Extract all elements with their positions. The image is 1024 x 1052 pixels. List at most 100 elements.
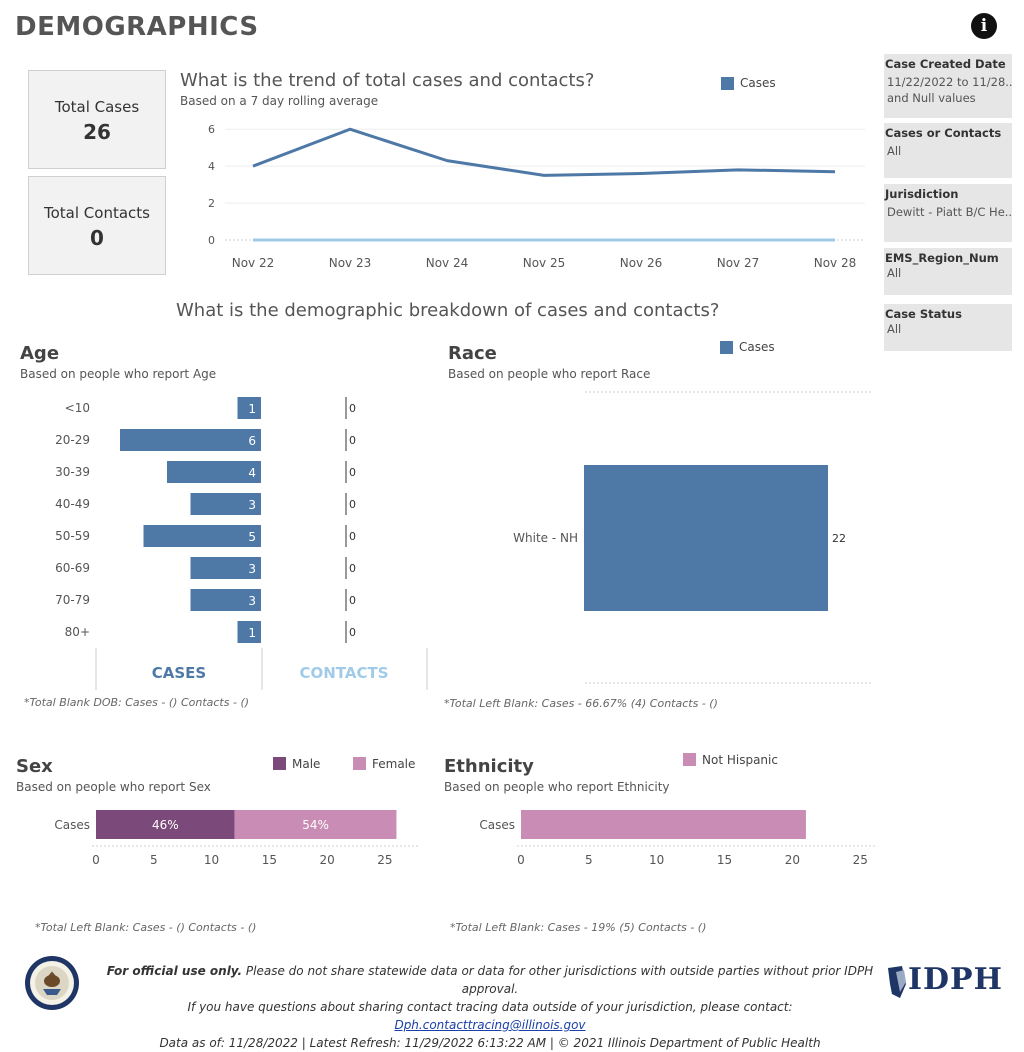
race-note: *Total Left Blank: Cases - 66.67% (4) Co… [444, 697, 718, 710]
filter-value: 11/22/2022 to 11/28... [887, 75, 1012, 89]
sex-chart: 46% 54% Cases 0 5 10 15 20 25 [54, 810, 418, 867]
total-contacts-value: 0 [90, 226, 104, 250]
race-legend-label: Cases [739, 340, 775, 354]
ethnicity-note: *Total Left Blank: Cases - 19% (5) Conta… [450, 921, 707, 934]
x-tick-label: Nov 23 [329, 256, 372, 270]
age-category-label: <10 [65, 401, 90, 415]
sex-legend-male-label: Male [292, 757, 321, 771]
footer-line2: If you have questions about sharing cont… [187, 1000, 793, 1014]
info-icon[interactable]: i [971, 13, 997, 39]
race-title: Race [448, 343, 497, 364]
age-contacts-value: 0 [349, 594, 356, 607]
ethnicity-legend-label: Not Hispanic [702, 753, 778, 767]
age-cases-bar [120, 429, 261, 451]
y-tick-label: 0 [208, 234, 215, 247]
age-cases-bar [190, 493, 261, 515]
trend-subtitle: Based on a 7 day rolling average [180, 94, 379, 108]
sex-note: *Total Left Blank: Cases - () Contacts -… [35, 921, 257, 934]
contact-email-link[interactable]: Dph.contacttracing@illinois.gov [394, 1018, 586, 1032]
filter-title: EMS_Region_Num [885, 251, 999, 265]
page-title: DEMOGRAPHICS [15, 12, 259, 42]
race-bar [584, 465, 828, 611]
age-contacts-value: 0 [349, 498, 356, 511]
sex-x-tick-label: 5 [150, 853, 158, 867]
age-cases-bar [190, 589, 261, 611]
ethnicity-x-tick-label: 5 [585, 853, 593, 867]
ethnicity-x-tick-label: 10 [649, 853, 664, 867]
filter-case-created-date[interactable]: Case Created Date 11/22/2022 to 11/28...… [884, 54, 1012, 118]
footer-line1: Please do not share statewide data or da… [242, 964, 874, 996]
y-tick-label: 6 [208, 123, 215, 136]
ethnicity-legend-swatch [683, 753, 696, 766]
total-cases-label: Total Cases [54, 98, 140, 116]
age-contacts-value: 0 [349, 562, 356, 575]
age-cases-value: 3 [248, 562, 256, 576]
age-category-label: 40-49 [55, 497, 90, 511]
age-category-label: 20-29 [55, 433, 90, 447]
contacts-tab: CONTACTS [299, 664, 388, 682]
total-contacts-label: Total Contacts [44, 204, 150, 222]
age-cases-bar [237, 621, 261, 643]
filter-value: All [887, 144, 902, 158]
race-value-label: 22 [832, 532, 846, 545]
age-title: Age [20, 343, 60, 364]
filter-title: Case Created Date [885, 57, 1006, 71]
sex-legend-female-label: Female [372, 757, 416, 771]
trend-chart: 0 2 4 6 Nov 22 Nov 23 Nov 24 Nov 25 Nov 26 Nov 27… [208, 123, 865, 270]
age-cases-bar [167, 461, 261, 483]
filter-cases-or-contacts[interactable]: Cases or Contacts All [884, 123, 1012, 178]
race-category-label: White - NH [513, 531, 578, 545]
trend-legend-label: Cases [740, 76, 776, 90]
sex-category-label: Cases [54, 818, 90, 832]
age-category-label: 30-39 [55, 465, 90, 479]
sex-x-tick-label: 20 [319, 853, 334, 867]
age-cases-value: 5 [248, 530, 256, 544]
race-chart: White - NH 22 [513, 391, 871, 684]
age-cases-value: 1 [248, 402, 256, 416]
x-tick-label: Nov 27 [717, 256, 760, 270]
age-contacts-value: 0 [349, 402, 356, 415]
ethnicity-x-tick-label: 25 [853, 853, 868, 867]
age-contacts-value: 0 [349, 530, 356, 543]
footer-text: For official use only. Please do not sha… [95, 962, 885, 1052]
race-subtitle: Based on people who report Race [448, 367, 651, 381]
ethnicity-x-tick-label: 0 [517, 853, 525, 867]
ethnicity-title: Ethnicity [444, 756, 534, 777]
filter-title: Jurisdiction [885, 187, 959, 201]
filter-value: Dewitt - Piatt B/C He... [887, 205, 1012, 219]
race-legend-swatch [720, 341, 733, 354]
age-contacts-value: 0 [349, 466, 356, 479]
filter-case-status[interactable]: Case Status All [884, 304, 1012, 351]
sex-bar-female [234, 810, 397, 839]
sex-subtitle: Based on people who report Sex [16, 780, 211, 794]
age-category-label: 80+ [65, 625, 90, 639]
x-tick-label: Nov 26 [620, 256, 663, 270]
y-tick-label: 4 [208, 160, 215, 173]
total-cases-value: 26 [83, 120, 111, 144]
age-subtitle: Based on people who report Age [20, 367, 217, 381]
x-tick-label: Nov 28 [814, 256, 857, 270]
age-category-label: 60-69 [55, 561, 90, 575]
sex-title: Sex [16, 756, 53, 777]
trend-title: What is the trend of total cases and con… [180, 70, 595, 91]
filter-value: All [887, 322, 902, 336]
filter-ems-region[interactable]: EMS_Region_Num All [884, 248, 1012, 295]
age-category-label: 70-79 [55, 593, 90, 607]
ethnicity-x-tick-label: 15 [717, 853, 732, 867]
filter-value-2: and Null values [887, 91, 976, 105]
x-tick-label: Nov 25 [523, 256, 566, 270]
ethnicity-category-label: Cases [479, 818, 515, 832]
footer-line3: Data as of: 11/28/2022 | Latest Refresh:… [159, 1036, 821, 1050]
x-tick-label: Nov 24 [426, 256, 469, 270]
illinois-seal-logo [24, 955, 80, 1011]
filter-value: All [887, 266, 902, 280]
age-cases-value: 6 [248, 434, 256, 448]
total-contacts-card: Total Contacts 0 [28, 176, 166, 275]
age-cases-value: 4 [248, 466, 256, 480]
ethnicity-bar-not-hispanic [521, 810, 806, 839]
filter-jurisdiction[interactable]: Jurisdiction Dewitt - Piatt B/C He... [884, 184, 1012, 242]
filter-title: Cases or Contacts [885, 126, 1002, 140]
y-tick-label: 2 [208, 197, 215, 210]
sex-bar-male [96, 810, 235, 839]
total-cases-card: Total Cases 26 [28, 70, 166, 169]
